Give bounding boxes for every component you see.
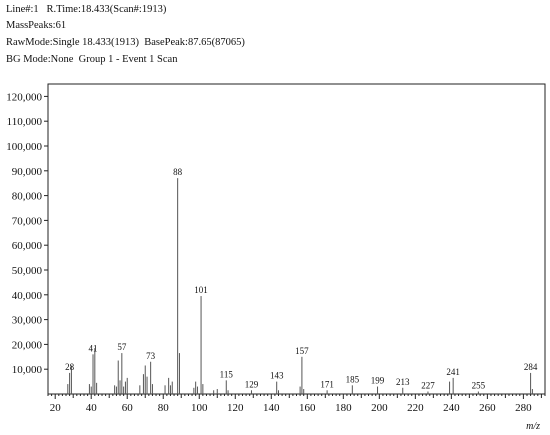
peak-label: 213	[396, 377, 410, 387]
bg-mode-line: BG Mode:None Group 1 - Event 1 Scan	[6, 54, 178, 65]
peak-label: 115	[220, 369, 234, 379]
peak-label: 129	[245, 379, 259, 389]
x-axis: 20 40 60 80 100 120 140 160 180 200 220 240 260 280	[47, 394, 546, 414]
x-tick-label: 220	[407, 402, 424, 414]
y-tick-label: 60,000	[12, 240, 43, 252]
y-tick-label: 80,000	[12, 191, 43, 203]
y-tick-label: 70,000	[12, 215, 43, 227]
y-tick-label: 50,000	[12, 265, 43, 277]
peak-label: 255	[472, 381, 486, 391]
x-tick-label: 200	[371, 402, 388, 414]
x-tick-label: 100	[191, 402, 208, 414]
raw-mode-line: RawMode:Single 18.433(1913) BasePeak:87.…	[6, 37, 245, 48]
y-tick-label: 30,000	[12, 315, 43, 327]
y-tick-label: 20,000	[12, 339, 43, 351]
x-tick-label: 80	[158, 402, 170, 414]
peak-label: 41	[89, 343, 98, 353]
peak-label: 101	[194, 285, 208, 295]
y-axis: 10,000 20,000 30,000 40,000 50,000 60,000 70,0…	[6, 91, 48, 376]
peak-label: 88	[173, 167, 183, 177]
peak-label: 73	[146, 351, 156, 361]
peak-labels: 28 41 57 73 88 101 115 129 143 157 171 185 199 213 227…	[65, 167, 538, 390]
scan-info-line: Line#:1 R.Time:18.433(Scan#:1913)	[6, 4, 167, 15]
x-tick-label: 180	[335, 402, 352, 414]
peak-label: 157	[295, 346, 309, 356]
x-tick-label: 260	[479, 402, 496, 414]
x-tick-label: 160	[299, 402, 316, 414]
mass-peaks-line: MassPeaks:61	[6, 20, 67, 31]
x-axis-label: m/z	[526, 421, 540, 432]
y-tick-label: 100,000	[6, 141, 42, 153]
peak-label: 143	[270, 371, 284, 381]
peak-label: 241	[446, 367, 460, 377]
x-tick-label: 40	[86, 402, 98, 414]
x-tick-label: 60	[122, 402, 134, 414]
y-tick-label: 110,000	[7, 116, 43, 128]
y-tick-label: 90,000	[12, 166, 43, 178]
y-tick-label: 10,000	[12, 364, 43, 376]
peak-label: 28	[65, 362, 75, 372]
x-tick-label: 120	[227, 402, 244, 414]
peak-series	[67, 178, 533, 394]
peak-label: 227	[421, 381, 435, 391]
x-tick-label: 240	[443, 402, 460, 414]
x-tick-label: 140	[263, 402, 280, 414]
peak-label: 185	[346, 374, 360, 384]
x-tick-label: 280	[515, 402, 532, 414]
y-tick-label: 40,000	[12, 290, 43, 302]
x-tick-label: 20	[50, 402, 62, 414]
peak-label: 284	[524, 362, 538, 372]
peak-label: 199	[371, 376, 385, 386]
peak-label: 171	[320, 379, 334, 389]
peak-label: 57	[117, 342, 127, 352]
y-tick-label: 120,000	[6, 91, 42, 103]
